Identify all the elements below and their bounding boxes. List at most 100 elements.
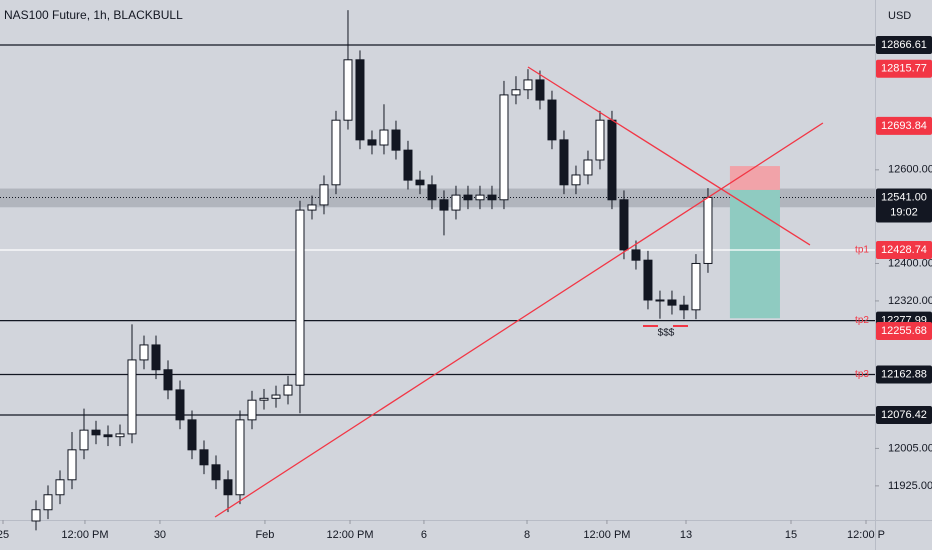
candle-body — [583, 159, 593, 176]
candle-body — [223, 479, 233, 496]
candle-body — [235, 419, 245, 496]
x-tick-label: Feb — [255, 529, 274, 541]
currency: USD — [888, 10, 911, 22]
price-tag — [876, 405, 932, 424]
candle-body — [523, 79, 533, 91]
price-tag-label: 12693.84 — [881, 120, 927, 132]
x-tick-label: 25 — [0, 529, 9, 541]
candle-body — [451, 194, 461, 211]
candle-body — [127, 359, 137, 435]
candles — [31, 10, 713, 531]
candle-body — [355, 59, 365, 141]
drawings: $$$ tp1 tp2 tp3 — [214, 66, 869, 518]
candle-body — [511, 89, 521, 96]
candle-body — [43, 494, 53, 511]
chart-title: NAS100 Future, 1h, BLACKBULL — [4, 8, 183, 22]
price-tag — [876, 35, 932, 54]
candle-body — [535, 79, 545, 101]
candle-body — [139, 344, 149, 361]
candle-body — [403, 149, 413, 181]
price-tag-label: 12815.77 — [881, 63, 927, 75]
candle-body — [571, 174, 581, 186]
price-tag — [876, 59, 932, 78]
candle-body — [547, 99, 557, 141]
candle-body — [679, 304, 689, 311]
price-tag — [876, 241, 932, 260]
candle-body — [187, 419, 197, 451]
candle-body — [667, 299, 677, 306]
last-price-tag — [876, 188, 932, 223]
candle-body — [211, 464, 221, 481]
candle-body — [607, 119, 617, 201]
trendline — [527, 66, 811, 246]
candle-body — [199, 449, 209, 466]
y-tick-label: 12320.00 — [888, 295, 932, 307]
candle-body — [55, 479, 65, 496]
x-tick-label: 13 — [680, 529, 692, 541]
y-tick-label: 11925.00 — [888, 480, 932, 492]
candle-body — [631, 249, 641, 261]
y-tick-label: 12600.00 — [888, 164, 932, 176]
annotation: $$$ — [658, 328, 675, 339]
price-tag-label: 12255.68 — [881, 325, 927, 337]
candle-body — [283, 384, 293, 396]
candle-body — [343, 59, 353, 121]
candle-body — [691, 262, 701, 311]
candle-body — [295, 209, 305, 386]
x-tick-label: 30 — [154, 529, 166, 541]
x-tick-label: 12:00 P — [847, 529, 885, 541]
candle-body — [31, 509, 41, 522]
candle-body — [91, 429, 101, 436]
candle-body — [103, 434, 113, 438]
candle-body — [319, 184, 329, 206]
price-tag — [876, 322, 932, 341]
candle-body — [475, 194, 485, 201]
target-zone — [729, 189, 780, 319]
candle-body — [79, 429, 89, 451]
candle-body — [175, 389, 185, 421]
candle-body — [247, 399, 257, 421]
candle-body — [115, 433, 125, 438]
last-price-label: 12541.00 — [881, 191, 927, 203]
candle-body — [259, 397, 269, 401]
price-tag — [876, 365, 932, 384]
candle-body — [427, 184, 437, 201]
candle-body — [151, 344, 161, 371]
candle-body — [163, 369, 173, 391]
candle-body — [655, 299, 665, 302]
candle-body — [499, 94, 509, 201]
x-tick-label: 6 — [421, 529, 427, 541]
candle-body — [595, 119, 605, 161]
candle-body — [271, 394, 281, 399]
x-tick-label: 12:00 PM — [61, 529, 108, 541]
overlays — [0, 44, 875, 416]
y-tick-label: 12005.00 — [888, 442, 932, 454]
candle-body — [379, 129, 389, 146]
candle-body — [67, 449, 77, 481]
x-tick-label: 8 — [524, 529, 530, 541]
price-band — [0, 188, 875, 208]
price-tag-label: 12162.88 — [881, 368, 927, 380]
stop-zone — [729, 166, 780, 190]
level-tag: tp3 — [855, 369, 869, 380]
candle-body — [619, 199, 629, 251]
price-tag-label: 12866.61 — [881, 39, 927, 51]
candle-body — [331, 119, 341, 186]
candle-body — [307, 204, 317, 211]
level-tag: tp2 — [855, 315, 869, 326]
candle-body — [439, 199, 449, 211]
candle-body — [367, 139, 377, 146]
countdown: 19:02 — [890, 206, 918, 218]
y-tick-label: 12400.00 — [888, 257, 932, 269]
candle-body — [391, 129, 401, 151]
candle-body — [487, 194, 497, 201]
price-tag-label: 12428.74 — [881, 244, 927, 256]
candle-body — [703, 196, 713, 264]
x-tick-label: 12:00 PM — [326, 529, 373, 541]
price-tag-label: 12076.42 — [881, 409, 927, 421]
level-tag: tp1 — [855, 245, 869, 256]
candle-body — [559, 139, 569, 186]
